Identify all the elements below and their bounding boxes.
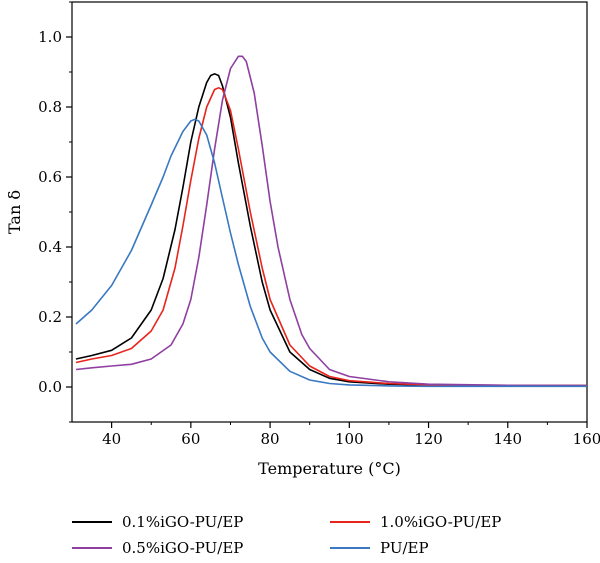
y-tick-label: 0.6 <box>38 168 62 186</box>
series-line-3 <box>75 118 587 388</box>
axis-ticks: 40 60 80 100 120 140 160 0.0 0.2 0.4 0.6 0.8 1.0 <box>38 1 600 448</box>
series-line-0 <box>75 73 587 387</box>
series-line-2 <box>75 55 588 387</box>
y-tick-label: 0.2 <box>38 308 62 326</box>
x-tick-label: 60 <box>181 430 200 448</box>
legend-label-2: 0.5%iGO-PU/EP <box>122 539 243 557</box>
y-tick-label: 0.4 <box>38 238 62 256</box>
x-tick-label: 160 <box>573 430 600 448</box>
legend-label-1: 1.0%iGO-PU/EP <box>380 513 501 531</box>
y-tick-label: 0.0 <box>38 378 62 396</box>
y-tick-label: 1.0 <box>38 28 62 46</box>
x-tick-label: 80 <box>261 430 280 448</box>
y-axis-title: Tan δ <box>5 190 24 234</box>
x-tick-label: 100 <box>335 430 364 448</box>
x-axis-title: Temperature (°C) <box>258 459 401 478</box>
x-tick-label: 140 <box>493 430 522 448</box>
legend-label-3: PU/EP <box>380 539 429 557</box>
x-tick-label: 120 <box>414 430 443 448</box>
legend-label-0: 0.1%iGO-PU/EP <box>122 513 243 531</box>
series-line-1 <box>75 87 588 387</box>
x-tick-label: 40 <box>102 430 121 448</box>
y-tick-label: 0.8 <box>38 98 62 116</box>
series-layer <box>75 55 588 388</box>
legend: 0.1%iGO-PU/EP 1.0%iGO-PU/EP 0.5%iGO-PU/EP P… <box>72 513 501 557</box>
